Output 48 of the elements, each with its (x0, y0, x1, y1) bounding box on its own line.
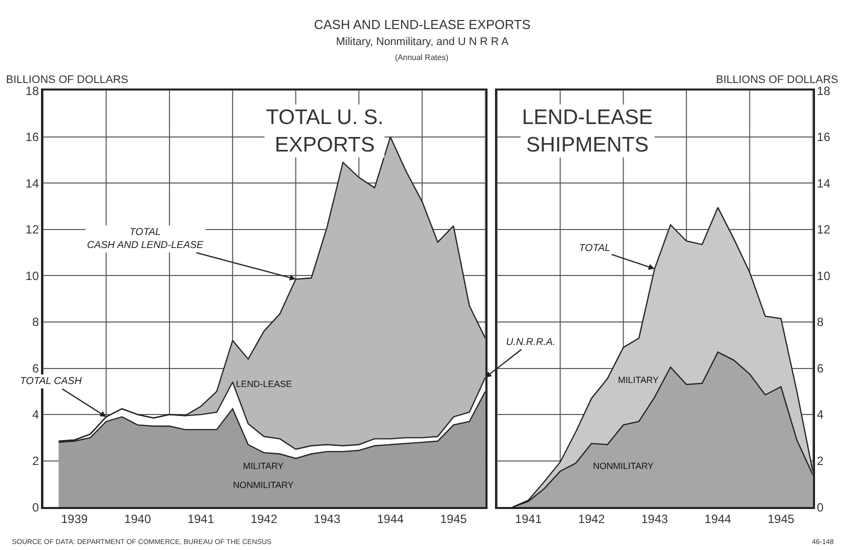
y-tick-label: 14 (816, 176, 831, 190)
x-tick-label: 1942 (578, 512, 606, 526)
y-tick-label: 6 (32, 361, 40, 376)
y-tick-label: 0 (816, 500, 824, 514)
text: CASH AND LEND-LEASE EXPORTS (314, 17, 531, 32)
y-tick-label: 18 (816, 84, 831, 98)
x-tick-label: 1941 (187, 512, 214, 526)
series-label: LEND-LEASE (236, 379, 292, 389)
series-label: NONMILITARY (593, 461, 654, 471)
y-tick-label: 16 (816, 130, 831, 144)
annotation: TOTAL (579, 243, 610, 254)
x-tick-label: 1940 (124, 512, 152, 526)
text: LEND-LEASE SHIPMENTS (522, 106, 653, 156)
x-tick-label: 1944 (704, 512, 732, 526)
y-tick-label: 14 (26, 176, 40, 190)
y-tick-label: 2 (816, 454, 824, 468)
text: TOTAL U. S. EXPORTS (266, 106, 384, 156)
y-tick-label: 8 (32, 315, 40, 330)
y-tick-label: 16 (26, 130, 40, 144)
y-tick-label: 8 (816, 315, 824, 330)
y-axis-title: BILLIONS OF DOLLARS (6, 74, 128, 86)
x-tick-label: 1943 (641, 512, 668, 526)
y-tick-label: 0 (32, 500, 40, 514)
series-label: MILITARY (243, 461, 284, 471)
y-tick-label: 4 (32, 408, 40, 422)
x-tick-label: 1941 (515, 512, 542, 526)
y-tick-label: 12 (816, 222, 831, 237)
annotation: U.N.R.R.A. (506, 337, 556, 348)
x-tick-label: 1945 (768, 512, 795, 526)
x-tick-label: 1942 (250, 512, 278, 526)
series-label: NONMILITARY (233, 480, 294, 490)
series-label: MILITARY (618, 375, 659, 385)
x-tick-label: 1945 (440, 512, 468, 526)
y-tick-label: 12 (26, 222, 40, 237)
annotation: TOTAL CASH AND LEND-LEASE (87, 227, 204, 251)
x-tick-label: 1939 (61, 512, 88, 526)
y-axis-title: BILLIONS OF DOLLARS (716, 74, 838, 86)
annotation: TOTAL CASH (20, 376, 82, 387)
y-tick-label: 10 (816, 268, 831, 283)
y-tick-label: 6 (816, 361, 824, 376)
text: (Annual Rates) (395, 53, 449, 62)
x-tick-label: 1944 (376, 512, 404, 526)
text: Military, Nonmilitary, and U N R R A (336, 36, 510, 48)
x-tick-label: 1943 (314, 512, 341, 526)
y-tick-label: 4 (816, 408, 824, 422)
y-tick-label: 2 (32, 454, 40, 468)
y-tick-label: 18 (26, 84, 40, 98)
y-tick-label: 10 (26, 268, 40, 283)
